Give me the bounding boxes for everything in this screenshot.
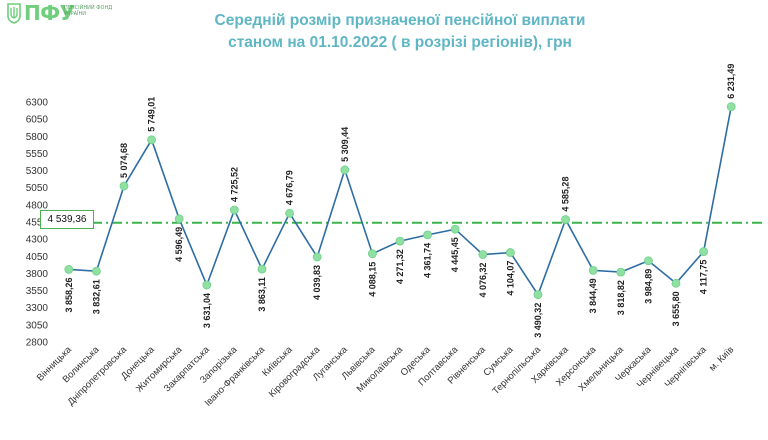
y-tick-label: 4300 <box>26 235 49 246</box>
data-point <box>423 230 433 240</box>
data-point <box>64 265 74 274</box>
y-tick-label: 4050 <box>26 252 49 263</box>
y-tick-label: 6050 <box>26 115 49 126</box>
data-label: 4 039,83 <box>312 265 322 300</box>
data-point <box>119 181 129 191</box>
data-label: 4 585,28 <box>561 177 571 212</box>
data-label: 3 631,04 <box>202 293 212 328</box>
data-label: 3 832,61 <box>91 279 101 314</box>
data-label: 3 858,26 <box>64 277 74 312</box>
data-label: 3 863,11 <box>257 277 267 312</box>
data-point <box>616 267 626 277</box>
data-label: 3 984,89 <box>643 269 653 304</box>
data-label: 3 818,82 <box>616 280 626 315</box>
data-label: 4 596,49 <box>174 227 184 262</box>
data-point <box>395 236 405 246</box>
logo-subtitle: ПЕНСІЙНИЙ ФОНД УКРАЇНИ <box>64 5 113 17</box>
data-label: 4 117,75 <box>699 260 709 295</box>
data-point <box>450 224 460 234</box>
data-label: 5 749,01 <box>147 97 157 132</box>
data-label: 4 676,79 <box>285 170 295 205</box>
data-label: 3 490,32 <box>533 303 543 338</box>
y-tick-label: 5550 <box>26 149 49 160</box>
data-point <box>229 205 239 215</box>
pfu-logo: ПФУ ПЕНСІЙНИЙ ФОНД УКРАЇНИ <box>6 1 146 28</box>
y-tick-label: 6300 <box>26 98 49 109</box>
data-label: 5 074,68 <box>119 143 129 178</box>
data-label: 3 844,49 <box>588 278 598 313</box>
data-point <box>478 250 488 259</box>
data-point <box>174 214 184 224</box>
y-tick-label: 5050 <box>26 183 49 194</box>
y-tick-label: 4800 <box>26 200 49 211</box>
data-point <box>257 264 267 274</box>
x-tick-label: м. Київ <box>707 344 736 373</box>
average-value-box: 4 539,36 <box>40 210 94 229</box>
data-label: 4 361,74 <box>423 243 433 278</box>
data-point <box>285 208 295 218</box>
y-tick-label: 3050 <box>26 320 49 331</box>
data-point <box>367 249 377 259</box>
y-tick-label: 3550 <box>26 286 49 297</box>
trident-emblem-icon <box>7 3 21 24</box>
data-point <box>505 248 515 257</box>
data-label: 4 271,32 <box>395 249 405 284</box>
chart-title: Середній розмір призначеної пенсійної ви… <box>150 10 650 54</box>
data-point <box>340 165 350 175</box>
y-tick-label: 3800 <box>26 269 49 280</box>
y-tick-label: 5800 <box>26 132 49 143</box>
data-point <box>92 266 101 276</box>
data-point <box>533 290 543 300</box>
logo-wordmark: ПФУ <box>24 1 75 25</box>
data-label: 4 088,15 <box>367 262 377 297</box>
chart-title-line2: станом на 01.10.2022 ( в розрізі регіоні… <box>228 34 572 51</box>
data-label: 5 309,44 <box>340 127 350 162</box>
data-label: 6 231,49 <box>726 64 736 99</box>
y-tick-label: 3300 <box>26 303 49 314</box>
data-label: 4 445,45 <box>450 237 460 272</box>
data-point <box>671 278 681 288</box>
data-point <box>561 215 570 224</box>
data-point <box>588 265 598 275</box>
data-label: 4 076,32 <box>478 262 488 297</box>
data-label: 4 104,07 <box>505 261 515 296</box>
data-point <box>147 135 157 145</box>
data-point <box>312 252 322 262</box>
data-label: 3 655,80 <box>671 291 681 326</box>
chart-title-line1: Середній розмір призначеної пенсійної ви… <box>214 12 586 29</box>
data-label: 4 725,52 <box>229 167 239 202</box>
y-tick-label: 4550 <box>26 218 49 229</box>
y-tick-label: 2800 <box>26 338 49 349</box>
data-point <box>699 247 708 257</box>
data-point <box>644 256 653 266</box>
y-tick-label: 5300 <box>26 166 49 177</box>
data-point <box>726 102 736 112</box>
data-point <box>202 280 212 290</box>
